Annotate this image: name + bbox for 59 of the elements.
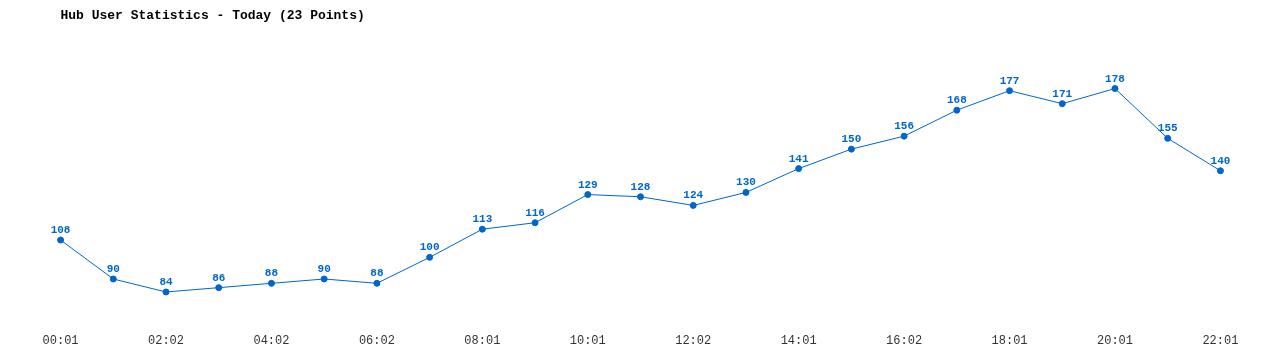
data-label: 129 — [577, 178, 598, 191]
x-tick-label: 02:02 — [148, 333, 185, 348]
data-label: 168 — [946, 94, 968, 107]
x-tick-label: 04:02 — [253, 333, 290, 348]
point — [1164, 134, 1172, 142]
data-label: 128 — [630, 180, 651, 193]
point — [57, 236, 65, 244]
data-label: 90 — [106, 263, 120, 275]
point — [900, 132, 908, 140]
x-tick-label: 20:01 — [1096, 333, 1133, 348]
data-label: 84 — [159, 275, 174, 288]
x-tick-label: 12:02 — [675, 333, 712, 348]
x-tick-label: 10:01 — [569, 333, 606, 348]
point — [1216, 167, 1224, 175]
point — [795, 165, 803, 173]
data-label: 113 — [472, 213, 493, 226]
data-label: 156 — [894, 120, 915, 133]
data-label: 88 — [264, 267, 279, 280]
point — [531, 219, 539, 227]
data-label: 100 — [419, 241, 440, 254]
x-tick-label: 22:01 — [1202, 333, 1239, 348]
data-label: 116 — [525, 206, 545, 219]
data-label: 171 — [1052, 87, 1073, 100]
data-label: 130 — [736, 176, 756, 189]
data-label: 108 — [50, 224, 71, 237]
point — [637, 193, 644, 201]
data-label: 124 — [683, 189, 704, 202]
data-label: 177 — [999, 74, 1020, 87]
point — [584, 191, 592, 199]
x-tick-label: 06:02 — [358, 333, 395, 348]
data-label: 141 — [788, 152, 809, 165]
data-label: 86 — [212, 271, 226, 284]
data-label: 88 — [370, 267, 384, 280]
point — [847, 145, 855, 153]
point — [478, 225, 486, 233]
point — [373, 279, 381, 287]
data-label: 155 — [1157, 122, 1179, 135]
chart-title: Hub User Statistics - Today (23 Points) — [60, 7, 365, 23]
x-tick-label: 00:01 — [42, 333, 79, 348]
data-label: 150 — [841, 133, 862, 146]
point — [953, 106, 961, 114]
data-label: 178 — [1105, 72, 1126, 85]
x-tick-label: 14:01 — [780, 333, 817, 348]
point — [742, 188, 750, 196]
point — [689, 201, 697, 209]
point — [426, 253, 434, 261]
x-tick-label: 18:01 — [991, 333, 1028, 348]
data-label: 140 — [1210, 154, 1231, 167]
point — [1006, 87, 1014, 95]
point — [267, 279, 275, 287]
point — [215, 284, 223, 292]
point — [162, 288, 170, 296]
point — [1058, 100, 1066, 108]
x-tick-label: 08:01 — [464, 333, 501, 348]
x-tick-label: 16:02 — [886, 333, 923, 348]
point — [109, 275, 117, 283]
data-label: 90 — [317, 263, 331, 275]
point — [320, 275, 328, 283]
point — [1111, 85, 1119, 93]
